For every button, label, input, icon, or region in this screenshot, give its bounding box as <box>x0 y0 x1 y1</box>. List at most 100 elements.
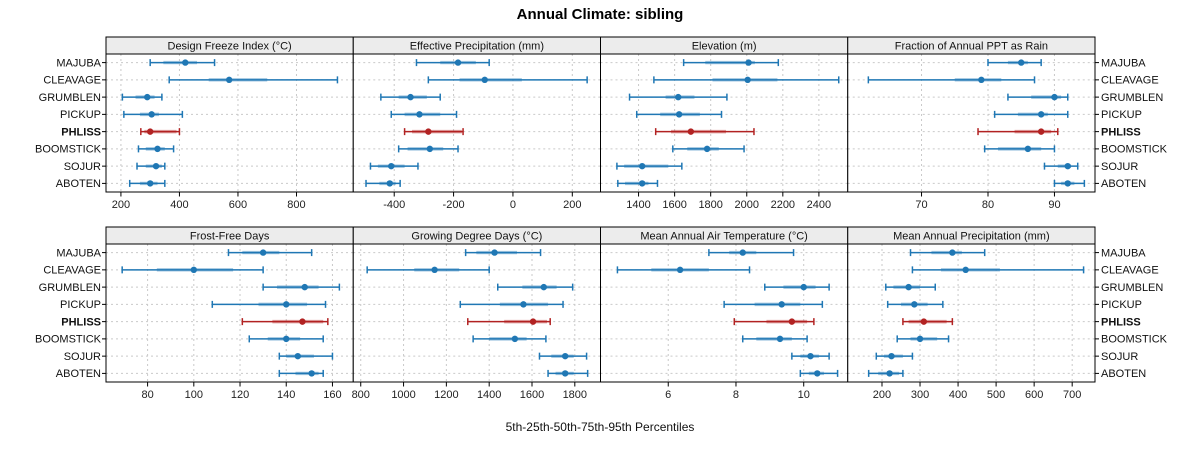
series-aboten <box>278 369 324 377</box>
median-dot <box>283 335 290 343</box>
axis-tick-label: 140 <box>277 389 295 401</box>
median-dot <box>146 128 154 135</box>
median-dot <box>814 370 821 377</box>
axis-tick-label: 80 <box>982 199 994 211</box>
series-aboten <box>617 179 659 187</box>
site-label-right-cleavage: CLEAVAGE <box>1101 265 1159 277</box>
series-pickup <box>993 110 1069 118</box>
median-dot <box>638 162 646 170</box>
median-dot <box>283 301 290 308</box>
median-dot <box>388 162 395 170</box>
panel-mean-annual-air-temperature: Mean Annual Air Temperature (°C) 6 8 10 <box>600 226 849 401</box>
median-dot <box>259 249 267 256</box>
site-label-left-aboten: ABOTEN <box>56 368 101 380</box>
median-dot <box>299 318 306 325</box>
median-dot <box>425 128 432 135</box>
median-dot <box>481 76 488 84</box>
median-dot <box>540 283 547 291</box>
panel-background <box>847 54 1095 192</box>
axis-tick-label: 1400 <box>626 199 650 211</box>
site-label-left-majuba: MAJUBA <box>56 57 101 69</box>
site-label-right-phliss: PHLISS <box>1101 316 1141 328</box>
median-dot <box>911 301 918 308</box>
series-majuba <box>149 59 216 67</box>
panel-frost-free-days: Frost-Free Days 80 100 120 140 160 <box>102 226 354 401</box>
series-grumblen <box>262 283 341 291</box>
panel-strip-title: Effective Precipitation (mm) <box>410 41 544 53</box>
series-majuba <box>909 249 986 257</box>
median-dot <box>146 180 154 187</box>
series-majuba <box>227 249 313 257</box>
site-label-left-cleavage: CLEAVAGE <box>43 75 101 87</box>
site-label-left-aboten: ABOTEN <box>56 178 101 190</box>
median-dot <box>675 111 683 118</box>
series-pickup <box>459 300 564 308</box>
panel-elevation: Elevation (m) 1400 1600 1800 2000 2200 2400 <box>600 36 849 211</box>
axis-tick-label: 2200 <box>771 199 795 211</box>
chart-title: Annual Climate: sibling <box>517 6 684 23</box>
median-dot <box>888 352 895 360</box>
series-majuba <box>682 59 780 67</box>
median-dot <box>491 249 498 256</box>
median-dot <box>301 283 308 291</box>
site-label-right-boomstick: BOOMSTICK <box>1101 334 1168 346</box>
median-dot <box>1037 111 1045 118</box>
series-aboten <box>365 179 401 187</box>
series-majuba <box>415 59 490 67</box>
series-pickup <box>211 300 327 308</box>
site-label-left-pickup: PICKUP <box>60 109 101 121</box>
site-label-right-sojur: SOJUR <box>1101 161 1138 173</box>
median-dot <box>431 266 438 274</box>
axis-tick-label: 500 <box>987 389 1005 401</box>
median-dot <box>778 301 785 308</box>
panel-background <box>106 54 354 192</box>
median-dot <box>225 76 233 84</box>
median-dot <box>978 76 985 84</box>
series-cleavage <box>121 266 264 274</box>
median-dot <box>886 370 893 377</box>
axis-tick-label: 400 <box>949 389 967 401</box>
series-aboten <box>1053 179 1086 187</box>
axis-tick-label: 600 <box>229 199 247 211</box>
site-label-right-majuba: MAJUBA <box>1101 57 1146 69</box>
series-phliss <box>467 318 551 326</box>
site-label-left-majuba: MAJUBA <box>56 247 101 259</box>
median-dot <box>676 266 684 274</box>
median-dot <box>800 283 807 291</box>
axis-tick-label: 1800 <box>698 199 722 211</box>
series-aboten <box>799 369 839 377</box>
panel-growing-degree-days: Growing Degree Days (°C) 800 1000 1200 1400 1… <box>352 226 601 401</box>
site-label-right-pickup: PICKUP <box>1101 109 1142 121</box>
site-label-left-cleavage: CLEAVAGE <box>43 265 101 277</box>
median-dot <box>776 335 784 343</box>
median-dot <box>182 59 189 66</box>
site-label-left-grumblen: GRUMBLEN <box>39 282 101 294</box>
site-label-right-majuba: MAJUBA <box>1101 247 1146 259</box>
series-phliss <box>403 128 464 136</box>
median-dot <box>520 301 527 308</box>
axis-tick-label: 200 <box>112 199 130 211</box>
axis-tick-label: 1600 <box>662 199 686 211</box>
median-dot <box>561 352 569 360</box>
series-majuba <box>987 59 1042 67</box>
median-dot <box>1018 59 1025 66</box>
panel-fraction-ppt-as-rain: Fraction of Annual PPT as Rain 70 80 90 <box>847 36 1099 211</box>
axis-tick-label: 300 <box>911 389 929 401</box>
series-majuba <box>708 249 795 257</box>
series-majuba <box>464 249 542 257</box>
panel-background <box>600 244 848 382</box>
series-boomstick <box>896 335 950 343</box>
site-label-right-grumblen: GRUMBLEN <box>1101 92 1163 104</box>
series-sojur <box>369 162 419 170</box>
series-pickup <box>723 300 824 308</box>
median-dot <box>152 162 160 170</box>
median-dot <box>1051 93 1058 101</box>
median-dot <box>739 249 746 256</box>
site-label-right-grumblen: GRUMBLEN <box>1101 282 1163 294</box>
panel-strip-title: Mean Annual Precipitation (mm) <box>893 231 1050 243</box>
axis-tick-label: 200 <box>563 199 581 211</box>
site-label-right-boomstick: BOOMSTICK <box>1101 144 1168 156</box>
panel-strip-title: Design Freeze Index (°C) <box>168 41 292 53</box>
site-label-left-boomstick: BOOMSTICK <box>35 334 102 346</box>
site-label-left-phliss: PHLISS <box>61 126 101 138</box>
